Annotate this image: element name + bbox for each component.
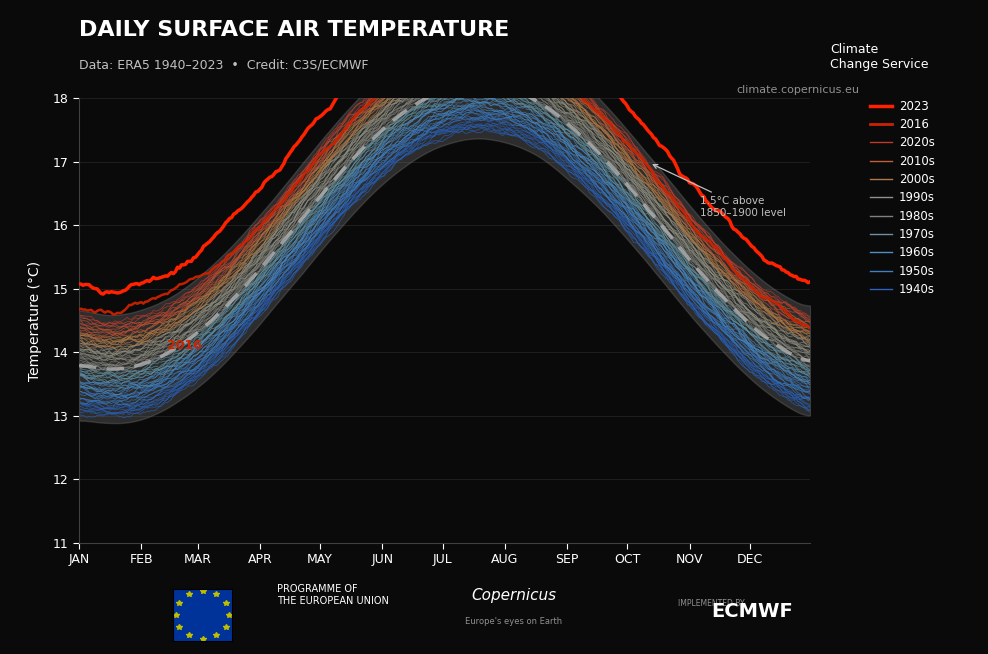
Legend: 2023, 2016, 2020s, 2010s, 2000s, 1990s, 1980s, 1970s, 1960s, 1950s, 1940s: 2023, 2016, 2020s, 2010s, 2000s, 1990s, … <box>865 95 940 301</box>
Text: IMPLEMENTED BY: IMPLEMENTED BY <box>678 598 745 618</box>
Text: Copernicus: Copernicus <box>471 588 556 602</box>
Text: Data: ERA5 1940–2023  •  Credit: C3S/ECMWF: Data: ERA5 1940–2023 • Credit: C3S/ECMWF <box>79 59 369 72</box>
Text: ECMWF: ECMWF <box>711 602 793 621</box>
Text: Europe's eyes on Earth: Europe's eyes on Earth <box>465 617 562 626</box>
Text: Climate
Change Service: Climate Change Service <box>830 43 929 71</box>
Text: DAILY SURFACE AIR TEMPERATURE: DAILY SURFACE AIR TEMPERATURE <box>79 20 509 40</box>
Text: 1.5°C above
1850–1900 level: 1.5°C above 1850–1900 level <box>653 165 785 218</box>
Y-axis label: Temperature (°C): Temperature (°C) <box>28 260 41 381</box>
Text: 31 Jul 2023: 31 Jul 2023 <box>0 653 1 654</box>
Text: 2016: 2016 <box>167 339 203 352</box>
Text: PROGRAMME OF
THE EUROPEAN UNION: PROGRAMME OF THE EUROPEAN UNION <box>277 584 388 606</box>
Text: climate.copernicus.eu: climate.copernicus.eu <box>737 85 860 95</box>
